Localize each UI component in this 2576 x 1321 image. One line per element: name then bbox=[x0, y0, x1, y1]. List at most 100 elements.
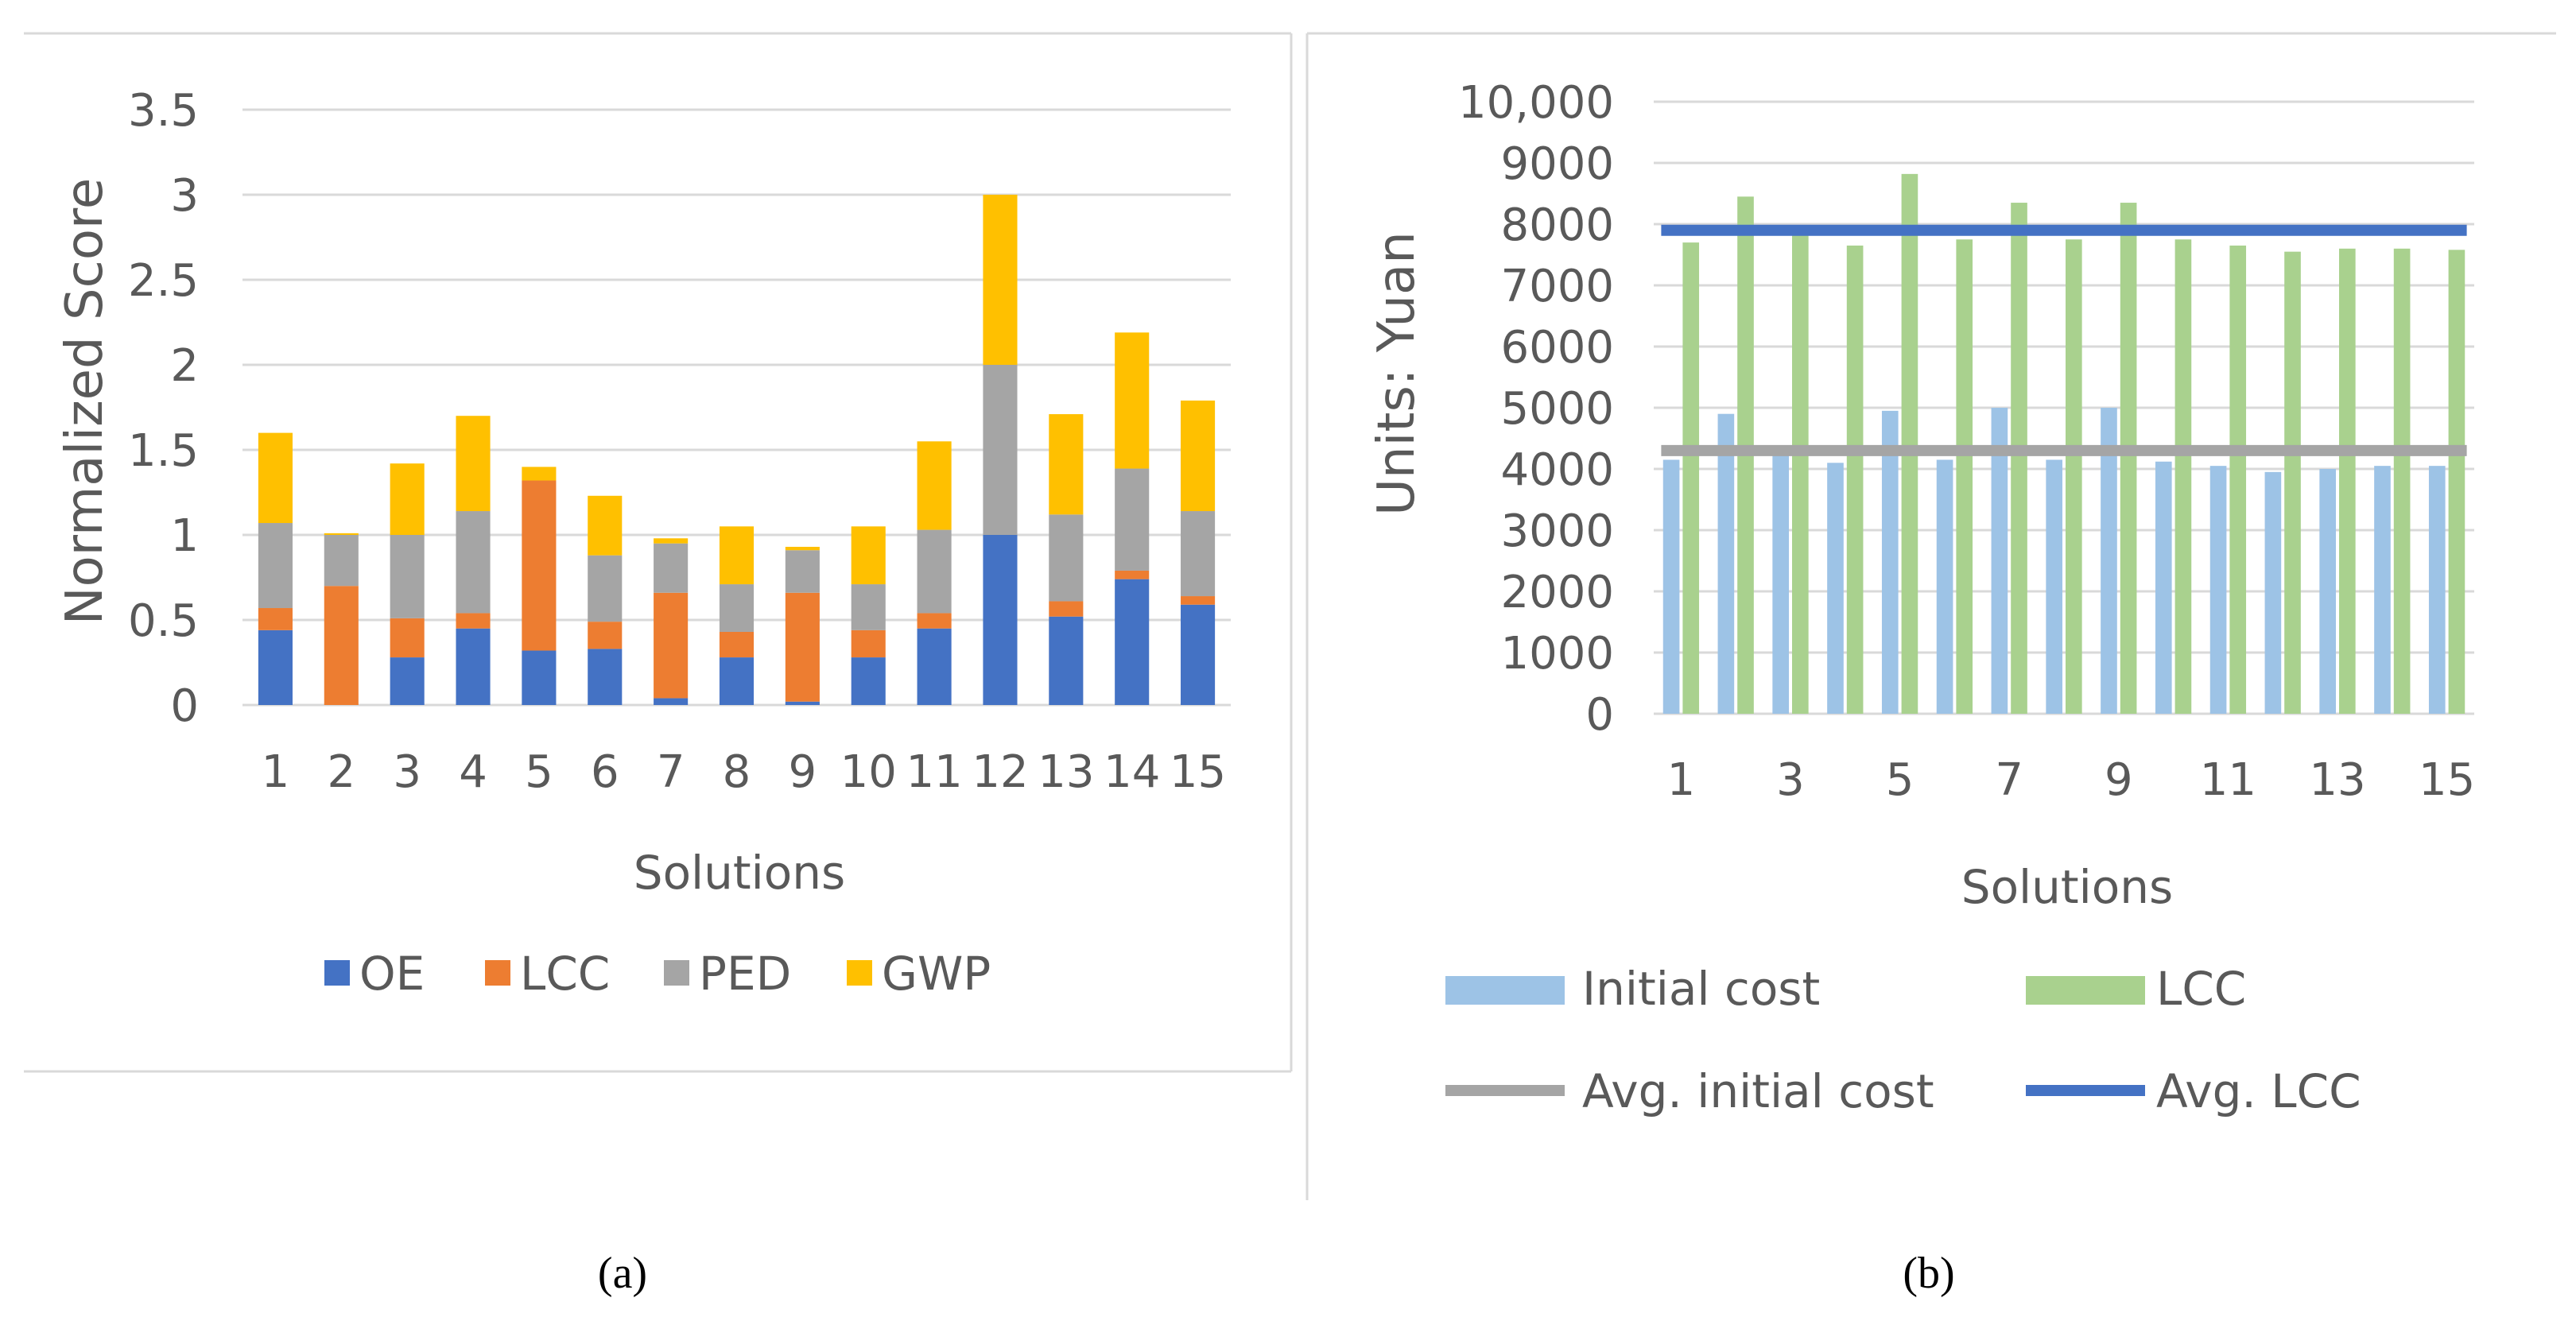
panel-a-y-tick: 0.5 bbox=[128, 595, 199, 647]
panel-b-bar-lcc_b bbox=[1846, 245, 1864, 714]
panel-a-chart: 00.511.522.533.5 1 2 3 4 5 6 7 8 9 10 11 12 13 14 15 N… bbox=[56, 85, 1231, 1001]
panel-b-bar-initial_cost bbox=[1772, 450, 1789, 714]
panel-a-legend-label: GWP bbox=[882, 947, 991, 1001]
panel-b-bar-initial_cost bbox=[1827, 463, 1844, 714]
panel-b-x-tick: 13 bbox=[2309, 754, 2365, 806]
panel-b-x-tick: 7 bbox=[1995, 754, 2023, 806]
panel-b-y-tick: 3000 bbox=[1500, 506, 1614, 557]
panel-b-x-tick: 3 bbox=[1776, 754, 1805, 806]
panel-b-y-axis-label: Units: Yuan bbox=[1368, 231, 1426, 516]
panel-a-x-tick: 3 bbox=[393, 746, 421, 798]
panel-b-chart: 0 1000 2000 3000 4000 5000 6000 7000 8000 9000 10,… bbox=[1368, 77, 2475, 1118]
panel-a-bar-lcc_a bbox=[851, 630, 886, 658]
panel-b-bar-lcc_b bbox=[1901, 173, 1918, 715]
panel-b-bar-lcc_b bbox=[2448, 250, 2465, 715]
panel-a-legend: OE LCC PED GWP bbox=[324, 947, 991, 1001]
panel-b-x-axis-label: Solutions bbox=[1961, 860, 2174, 914]
panel-a-x-tick: 8 bbox=[723, 746, 751, 798]
panel-a-bar-oe bbox=[917, 628, 952, 705]
panel-a-y-tick: 0 bbox=[170, 680, 199, 732]
panel-a-bar-oe bbox=[588, 649, 623, 705]
panel-b-y-tick: 4000 bbox=[1500, 444, 1614, 496]
panel-a-x-tick-labels: 1 2 3 4 5 6 7 8 9 10 11 12 13 14 15 bbox=[262, 746, 1227, 798]
panel-a-bar-gwp bbox=[522, 467, 557, 481]
panel-a-bar-gwp bbox=[983, 195, 1018, 365]
panel-a-x-tick: 6 bbox=[591, 746, 619, 798]
panel-a-bar-gwp bbox=[588, 495, 623, 556]
panel-a-y-axis-label: Normalized Score bbox=[56, 178, 114, 626]
panel-b-x-tick: 15 bbox=[2419, 754, 2475, 806]
panel-a-x-tick: 1 bbox=[262, 746, 290, 798]
panel-b-legend-label: Initial cost bbox=[1582, 962, 1820, 1016]
panel-a-bar-lcc_a bbox=[258, 608, 293, 630]
panel-b-bar-initial_cost bbox=[2046, 459, 2062, 714]
panel-b-bar-lcc_b bbox=[2011, 203, 2027, 715]
panel-a-bar-ped bbox=[719, 584, 755, 632]
panel-a-bar-lcc_a bbox=[785, 592, 820, 702]
panel-a-bar-ped bbox=[588, 555, 623, 622]
panel-a-bar-oe bbox=[390, 657, 425, 705]
panel-b-bar-lcc_b bbox=[2284, 251, 2301, 714]
panel-a-bar-oe bbox=[258, 630, 293, 705]
panel-b-bar-lcc_b bbox=[1682, 242, 1700, 715]
panel-b-y-tick: 2000 bbox=[1500, 567, 1614, 618]
panel-a-bar-gwp bbox=[456, 416, 491, 512]
panel-a-bar-oe bbox=[719, 657, 755, 705]
panel-b-bar-initial_cost bbox=[1936, 459, 1953, 714]
panel-a-bar-oe bbox=[522, 650, 557, 705]
panel-a-bar-oe bbox=[851, 657, 886, 705]
panel-a-bar-lcc_a bbox=[719, 631, 755, 658]
panel-a-y-tick: 2 bbox=[170, 340, 199, 392]
panel-a-bars bbox=[258, 195, 1216, 705]
panel-a-legend-swatch-oe bbox=[324, 960, 350, 986]
panel-b-y-tick: 0 bbox=[1585, 689, 1614, 741]
panel-a-caption: (a) bbox=[598, 1249, 647, 1298]
panel-b-x-tick: 5 bbox=[1886, 754, 1915, 806]
panel-b-legend-label: Avg. initial cost bbox=[1582, 1064, 1934, 1118]
panel-b-bar-initial_cost bbox=[2374, 466, 2391, 714]
panel-a-x-tick: 15 bbox=[1170, 746, 1226, 798]
panel-b-bar-initial_cost bbox=[1881, 410, 1899, 714]
panel-b-y-tick: 6000 bbox=[1500, 322, 1614, 374]
panel-a-bar-oe bbox=[983, 535, 1018, 705]
panel-a-bar-gwp bbox=[324, 533, 359, 535]
panel-b-x-tick: 1 bbox=[1667, 754, 1696, 806]
panel-b-average-lines bbox=[1661, 224, 2467, 456]
panel-a-bar-oe bbox=[456, 628, 491, 705]
panel-a-bar-gwp bbox=[851, 526, 886, 585]
panel-b-y-tick-labels: 0 1000 2000 3000 4000 5000 6000 7000 8000 9000 10,… bbox=[1458, 77, 1614, 741]
panel-a-bar-ped bbox=[851, 584, 886, 630]
panel-a-bar-gwp bbox=[917, 441, 952, 530]
panel-a-bar-oe bbox=[1181, 604, 1216, 705]
panel-a-bar-gwp bbox=[785, 546, 820, 551]
panel-b-legend: Initial cost LCC Avg. initial cost Avg. LCC bbox=[1445, 962, 2361, 1118]
panel-b-x-tick: 9 bbox=[2105, 754, 2133, 806]
panel-b-bar-initial_cost bbox=[1717, 413, 1735, 714]
panel-a-bar-lcc_a bbox=[654, 592, 689, 699]
panel-b-bar-lcc_b bbox=[2120, 203, 2137, 715]
panel-b-bar-initial_cost bbox=[2209, 466, 2227, 714]
panel-a-x-tick: 4 bbox=[459, 746, 487, 798]
panel-b-legend-label: Avg. LCC bbox=[2156, 1064, 2361, 1118]
panel-b-bar-lcc_b bbox=[1956, 239, 1973, 714]
panel-a-bar-gwp bbox=[654, 538, 689, 544]
panel-a-x-tick: 7 bbox=[657, 746, 685, 798]
panel-a-x-axis-label: Solutions bbox=[634, 846, 846, 900]
panel-a-bar-ped bbox=[1115, 468, 1150, 571]
panel-b-bar-lcc_b bbox=[2393, 248, 2411, 714]
panel-a-frame bbox=[24, 32, 1293, 1073]
panel-b-y-tick: 8000 bbox=[1500, 200, 1614, 251]
panel-a-x-tick: 13 bbox=[1038, 746, 1094, 798]
panel-a-y-tick: 3.5 bbox=[128, 85, 199, 137]
panel-a-x-tick: 14 bbox=[1104, 746, 1160, 798]
panel-a-legend-label: OE bbox=[359, 947, 425, 1001]
panel-a-bar-gwp bbox=[1115, 332, 1150, 469]
panel-a-legend-swatch-ped bbox=[664, 960, 689, 986]
panel-b-bar-initial_cost bbox=[2428, 466, 2446, 714]
panel-b-bars bbox=[1662, 173, 2465, 715]
panel-b-bar-initial_cost bbox=[2264, 471, 2282, 714]
panel-b-legend-swatch-initial-cost bbox=[1445, 976, 1565, 1005]
panel-a-y-tick: 3 bbox=[170, 170, 199, 222]
panel-a-bar-gwp bbox=[1049, 414, 1084, 515]
panel-a-legend-swatch-lcc_a bbox=[485, 960, 510, 986]
